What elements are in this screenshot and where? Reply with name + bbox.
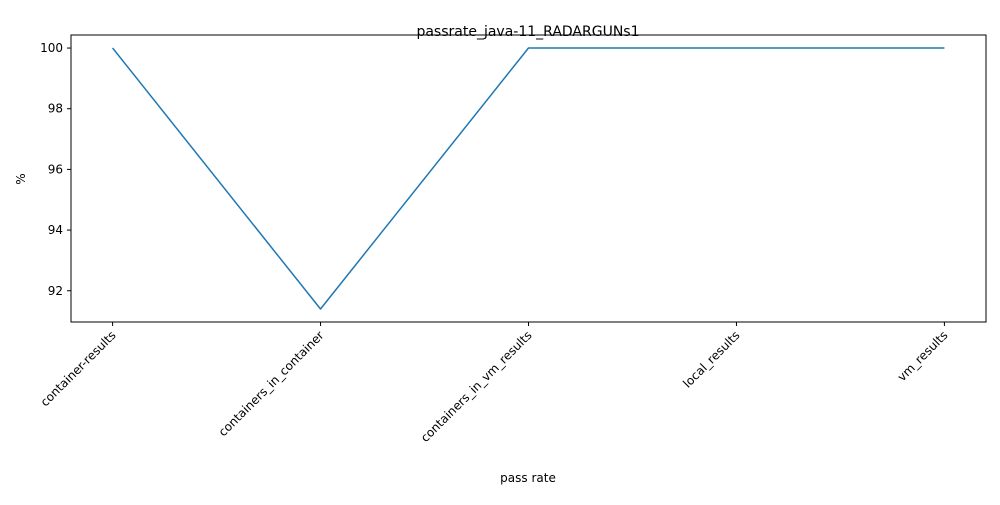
y-tick-label: 98 <box>48 102 63 116</box>
x-tick-label: containers_in_vm_results <box>418 328 535 445</box>
x-tick-label: container-results <box>38 328 119 409</box>
plot-frame <box>71 35 986 322</box>
y-tick-label: 96 <box>48 162 63 176</box>
y-axis-label: % <box>14 173 28 184</box>
y-tick-label: 92 <box>48 284 63 298</box>
x-tick-label: local_results <box>680 328 742 390</box>
chart-title: passrate_java-11_RADARGUNs1 <box>416 24 639 40</box>
series-group <box>113 48 945 309</box>
y-axis: 92 94 96 98 100 <box>40 41 71 298</box>
x-tick-label: vm_results <box>895 328 951 384</box>
x-axis: container-results containers_in_container… <box>38 322 951 445</box>
x-tick-label: containers_in_container <box>216 328 327 439</box>
y-tick-label: 94 <box>48 223 63 237</box>
y-tick-label: 100 <box>40 41 63 55</box>
series-line <box>113 48 945 309</box>
x-axis-label: pass rate <box>500 471 556 485</box>
